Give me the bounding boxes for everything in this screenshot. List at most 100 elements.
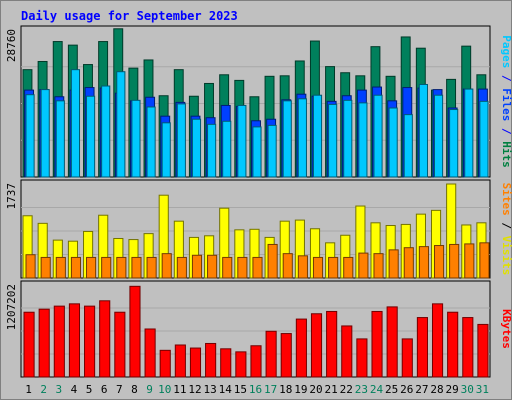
sites-bar: [101, 256, 112, 279]
pages-bar: [176, 103, 186, 178]
max-value-label: 28760: [5, 29, 18, 62]
pages-bar: [237, 104, 247, 178]
sites-bar: [358, 252, 369, 279]
kbytes-bar: [235, 351, 247, 378]
day-label: 27: [415, 383, 428, 396]
pages-bar: [86, 95, 96, 178]
pages-bar: [312, 94, 323, 178]
pages-bar: [343, 99, 353, 178]
sites-bar: [146, 256, 157, 279]
series-axis-label-part: /: [500, 121, 512, 141]
kbytes-bar: [371, 310, 383, 378]
pages-bar: [433, 94, 444, 178]
kbytes-bar: [265, 330, 277, 378]
kbytes-bar: [310, 313, 323, 378]
day-label: 18: [279, 383, 292, 396]
kbytes-bar: [38, 308, 50, 378]
sites-bar: [116, 256, 127, 279]
day-label: 9: [146, 383, 153, 396]
pages-bar: [479, 100, 489, 178]
pages-bar: [131, 99, 141, 178]
series-axis-label-part: Pages: [500, 35, 512, 68]
kbytes-bar: [23, 311, 35, 378]
kbytes-bar: [447, 311, 459, 378]
sites-bar: [207, 254, 218, 279]
day-label: 5: [86, 383, 93, 396]
sites-bar: [86, 256, 97, 279]
pages-bar: [116, 71, 126, 178]
kbytes-bar: [250, 345, 262, 378]
sites-bar: [479, 242, 490, 279]
sites-bar: [191, 254, 203, 279]
day-label: 26: [400, 383, 413, 396]
pages-bar: [403, 114, 413, 178]
series-axis-label: Sites / Visits: [500, 183, 512, 276]
sites-bar: [161, 253, 172, 279]
day-label: 7: [116, 383, 123, 396]
sites-bar: [328, 256, 339, 279]
day-label: 21: [325, 383, 338, 396]
pages-bar: [55, 100, 65, 178]
pages-bar: [267, 124, 277, 178]
sites-bar: [131, 256, 142, 279]
kbytes-bar: [129, 285, 141, 378]
kbytes-bar: [220, 348, 232, 378]
sites-bar: [343, 256, 354, 279]
day-label: 2: [40, 383, 47, 396]
day-label: 12: [188, 383, 201, 396]
kbytes-bar: [431, 303, 444, 378]
day-label: 10: [158, 383, 171, 396]
day-label: 25: [385, 383, 398, 396]
day-label: 17: [264, 383, 277, 396]
sites-bar: [388, 249, 399, 279]
sites-bar: [373, 253, 384, 279]
sites-bar: [267, 243, 278, 279]
kbytes-bar: [189, 347, 202, 378]
day-label: 15: [234, 383, 247, 396]
sites-bar: [25, 254, 36, 279]
pages-bar: [25, 94, 35, 178]
kbytes-bar: [159, 349, 171, 378]
pages-bar: [328, 103, 338, 178]
kbytes-bar: [205, 342, 217, 378]
pages-bar: [297, 98, 307, 178]
kbytes-bar: [99, 300, 111, 378]
kbytes-bar: [326, 310, 338, 378]
series-axis-label-part: /: [500, 68, 512, 88]
kbytes-bar: [416, 317, 428, 378]
sites-bar: [297, 255, 308, 279]
day-label: 6: [101, 383, 108, 396]
pages-bar: [191, 118, 202, 178]
sites-bar: [312, 256, 324, 279]
kbytes-bar: [386, 306, 398, 378]
pages-bar: [146, 106, 156, 178]
day-label: 31: [476, 383, 489, 396]
sites-bar: [40, 256, 51, 279]
pages-bar: [40, 89, 50, 178]
sites-bar: [403, 247, 414, 279]
day-label: 1: [25, 383, 32, 396]
series-axis-label-part: Visits: [500, 236, 512, 276]
day-label: 29: [446, 383, 459, 396]
pages-bar: [358, 102, 368, 178]
kbytes-bar: [68, 303, 81, 378]
day-label: 14: [219, 383, 233, 396]
day-label: 28: [430, 383, 443, 396]
sites-bar: [418, 246, 429, 279]
pages-bar: [418, 83, 428, 178]
pages-bar: [207, 123, 217, 178]
day-label: 11: [173, 383, 186, 396]
sites-bar: [252, 256, 263, 279]
kbytes-bar: [401, 338, 413, 378]
pages-bar: [161, 122, 171, 178]
sites-bar: [55, 256, 66, 279]
pages-bar: [373, 94, 383, 178]
kbytes-bar: [280, 333, 292, 378]
max-value-label: 1737: [5, 183, 18, 210]
day-label: 30: [461, 383, 474, 396]
sites-bar: [449, 243, 460, 279]
kbytes-bar: [462, 317, 474, 378]
series-axis-label: Pages / Files / Hits: [500, 35, 512, 168]
day-label: 4: [71, 383, 78, 396]
